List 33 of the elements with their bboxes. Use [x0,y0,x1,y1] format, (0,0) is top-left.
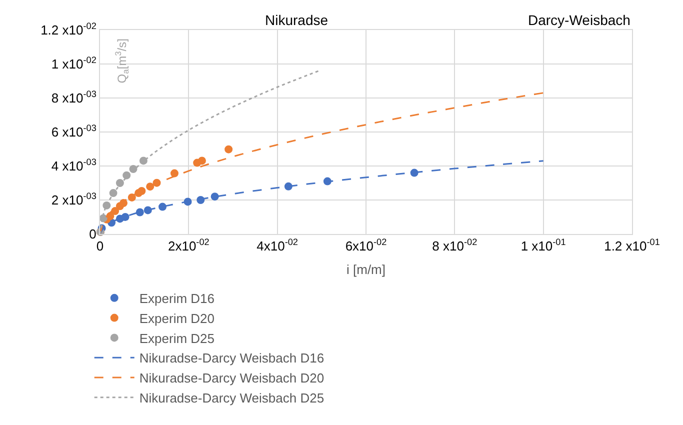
point [224,145,233,154]
y-tick-label: 2 x10$^{-03}$ [51,191,96,208]
point [111,207,120,216]
x-tick-label: 8 x10$^{-02}$ [432,237,478,254]
y-tick-label: 4 x10$^{-03}$ [51,157,96,174]
point [198,156,206,165]
point [210,192,219,201]
point [116,179,124,187]
x-axis-title: i [m/m] [346,262,386,278]
y-tick-label: 8 x10$^{-03}$ [51,89,96,106]
point [121,213,130,221]
legend-label: Nikuradse-Darcy Weisbach D16 [139,350,324,366]
legend-label: Experim D20 [139,310,214,326]
y-tick-label: 6 x10$^{-03}$ [51,123,96,140]
point [109,189,118,198]
y-tick-label: 1 x10$^{-02}$ [51,55,96,72]
x-tick-label: 6x10$^{-02}$ [345,237,387,254]
legend-label: Experim D16 [139,290,214,306]
x-tick-label: 4x10$^{-02}$ [256,237,298,254]
point [170,169,178,178]
point [158,202,167,211]
y-tick-label: 0 [89,226,96,242]
y-tick-label: 1.2 x10$^{-02}$ [40,21,96,38]
legend-label: Experim D25 [139,330,214,346]
x-tick-label: 1.2 x10$^{-01}$ [604,237,660,254]
legend-label: Nikuradse-Darcy Weisbach D20 [139,370,324,386]
point [128,193,136,202]
x-tick-label: 1 x10$^{-01}$ [520,237,566,254]
point [136,208,144,216]
text: Nikuradse [265,12,328,28]
text: Darcy-Weisbach [528,12,630,28]
x-tick-label: 2x10$^{-02}$ [168,237,210,254]
legend-label: Nikuradse-Darcy Weisbach D25 [139,390,324,406]
